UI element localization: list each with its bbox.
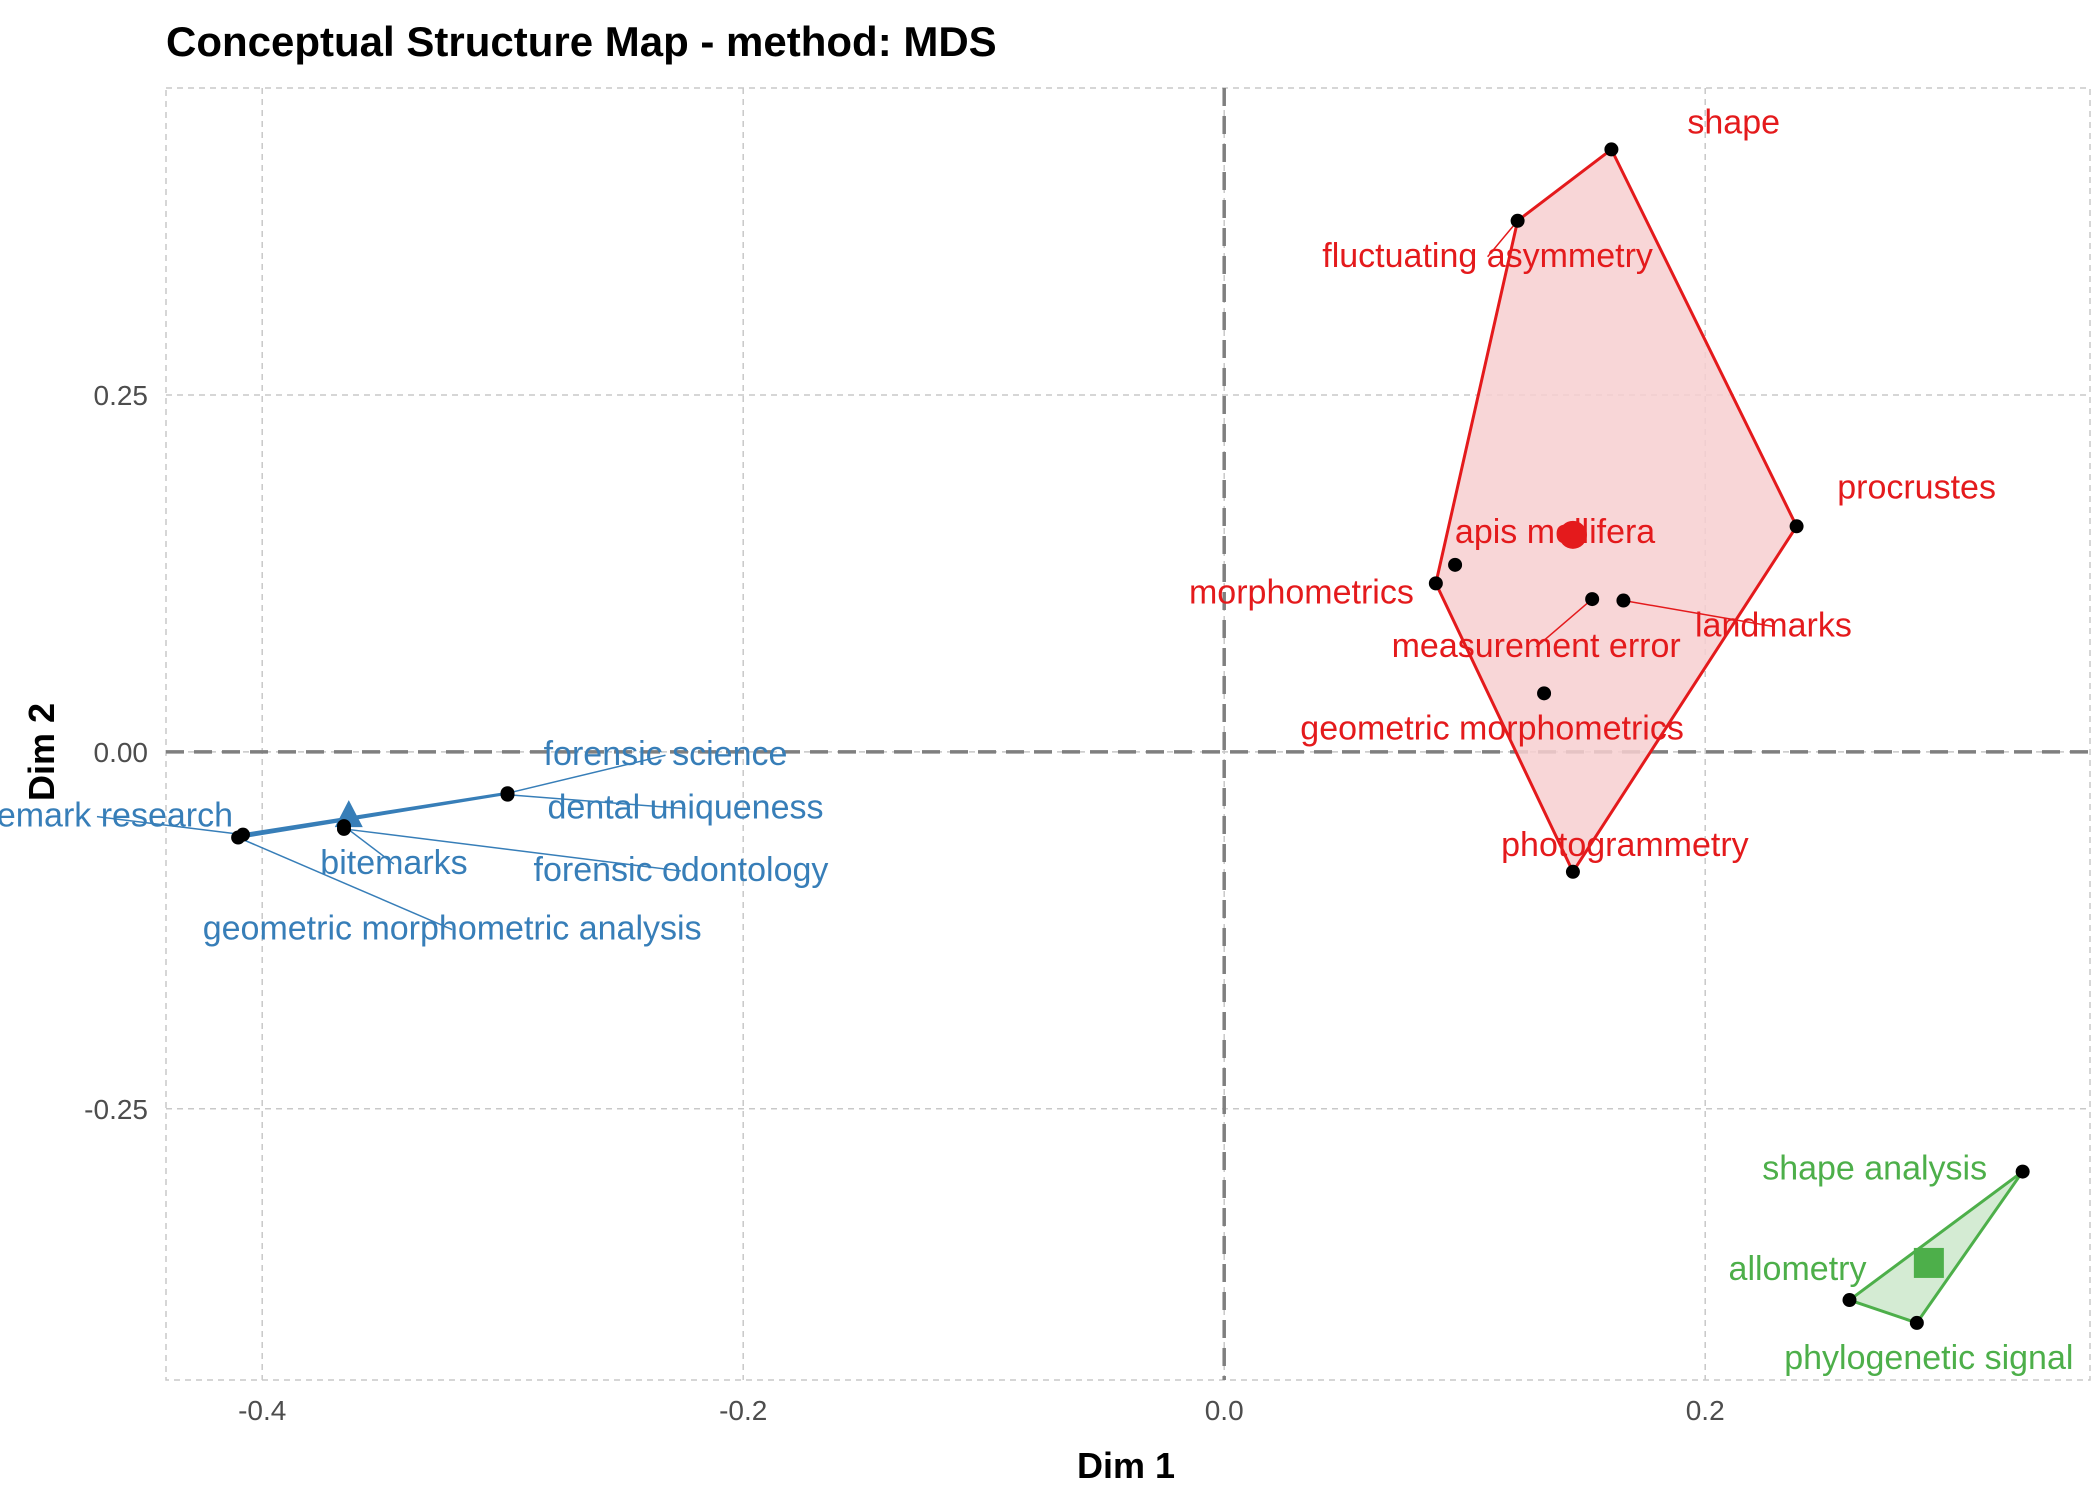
data-point <box>1585 592 1600 607</box>
leader-layer <box>96 220 1774 931</box>
y-tick-label: -0.25 <box>84 1094 148 1125</box>
point-label: forensic odontology <box>534 851 829 889</box>
data-point <box>1604 142 1619 157</box>
point-label: shape <box>1687 103 1780 141</box>
point-label: bitemark research <box>0 797 233 835</box>
data-point <box>231 830 246 845</box>
point-layer <box>231 142 2030 1330</box>
x-tick-label: -0.2 <box>719 1395 767 1426</box>
x-tick-label: -0.4 <box>238 1395 286 1426</box>
label-leader-line <box>343 828 682 872</box>
y-axis-title: Dim 2 <box>21 703 62 801</box>
point-label: apis mellifera <box>1455 513 1655 551</box>
point-label: phylogenetic signal <box>1784 1339 2073 1377</box>
data-point <box>1448 557 1463 572</box>
data-point <box>1537 686 1552 701</box>
data-point <box>500 787 515 802</box>
point-label: photogrammetry <box>1501 826 1749 864</box>
point-label: landmarks <box>1695 607 1852 645</box>
label-leader-line <box>237 836 453 931</box>
cluster-centroid <box>1913 1247 1944 1278</box>
data-point <box>2015 1164 2030 1179</box>
point-label: measurement error <box>1392 627 1681 665</box>
chart-title: Conceptual Structure Map - method: MDS <box>166 18 997 65</box>
x-tick-label: 0.0 <box>1205 1395 1244 1426</box>
label-leader-line <box>507 754 666 794</box>
data-point <box>1565 864 1580 879</box>
grid-layer <box>165 87 2091 1381</box>
point-label: forensic science <box>544 735 788 773</box>
cluster-centroid <box>1558 520 1587 549</box>
y-tick-label: 0.00 <box>94 737 149 768</box>
data-point <box>1510 213 1525 228</box>
label-leader-line <box>1623 599 1774 628</box>
label-leader-line <box>343 825 395 865</box>
tick-layer: -0.4 -0.2 0.0 0.2 -0.25 0.00 0.25 <box>84 380 1724 1426</box>
data-point <box>336 821 351 836</box>
point-label: geometric morphometric analysis <box>203 910 702 948</box>
point-label: procrustes <box>1837 468 1996 506</box>
x-tick-label: 0.2 <box>1686 1395 1725 1426</box>
point-label: morphometrics <box>1189 573 1414 611</box>
point-label: dental uniqueness <box>548 789 824 827</box>
label-leader-line <box>1487 220 1519 258</box>
data-point <box>1909 1315 1924 1330</box>
cluster-hull <box>1434 147 1799 874</box>
point-label: shape analysis <box>1762 1150 1987 1188</box>
point-label: fluctuating asymmetry <box>1322 237 1653 275</box>
y-tick-label: 0.25 <box>94 380 149 411</box>
cluster-hull <box>1848 1170 2025 1325</box>
data-point <box>1789 519 1804 534</box>
x-axis-title: Dim 1 <box>1077 1445 1175 1486</box>
data-point <box>1428 576 1443 591</box>
label-leader-line <box>96 815 244 836</box>
label-leader-line <box>1535 598 1593 648</box>
point-label: bitemarks <box>320 844 467 882</box>
data-point <box>1842 1293 1857 1308</box>
label-layer: shape fluctuating asymmetry apis mellifera… <box>0 103 2073 1377</box>
label-leader-line <box>507 793 686 810</box>
point-label: allometry <box>1729 1250 1867 1288</box>
data-point <box>1616 593 1631 608</box>
panel-border <box>165 87 2091 1381</box>
cluster-hull <box>236 791 510 840</box>
point-label: geometric morphometrics <box>1300 709 1684 747</box>
hull-layer <box>236 147 2025 1325</box>
